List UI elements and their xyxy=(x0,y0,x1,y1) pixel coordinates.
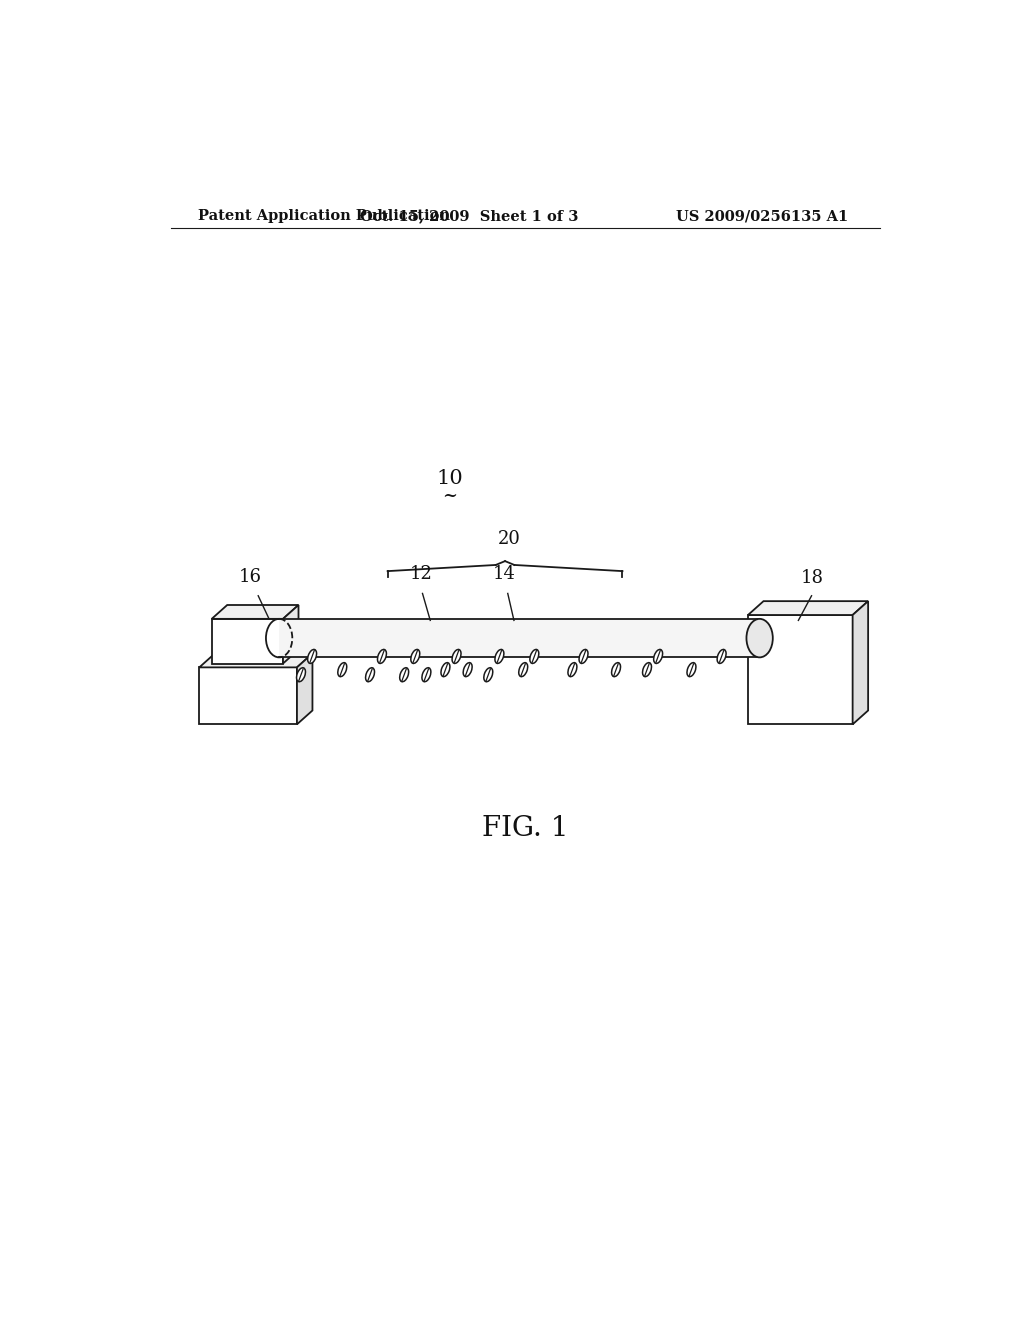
Text: ~: ~ xyxy=(442,487,457,506)
Polygon shape xyxy=(200,653,312,668)
Text: 14: 14 xyxy=(494,565,516,583)
Ellipse shape xyxy=(463,663,472,677)
Polygon shape xyxy=(280,619,760,657)
Ellipse shape xyxy=(519,663,527,677)
Ellipse shape xyxy=(399,668,409,681)
Polygon shape xyxy=(748,615,853,725)
Ellipse shape xyxy=(483,668,493,681)
Ellipse shape xyxy=(297,668,305,681)
Ellipse shape xyxy=(746,619,773,657)
Polygon shape xyxy=(297,653,312,725)
Ellipse shape xyxy=(717,649,726,664)
Ellipse shape xyxy=(579,649,588,664)
Text: 18: 18 xyxy=(801,569,824,586)
Ellipse shape xyxy=(529,649,539,664)
Ellipse shape xyxy=(452,649,461,664)
Text: Oct. 15, 2009  Sheet 1 of 3: Oct. 15, 2009 Sheet 1 of 3 xyxy=(359,209,579,223)
Text: Patent Application Publication: Patent Application Publication xyxy=(198,209,450,223)
Polygon shape xyxy=(748,601,868,615)
Ellipse shape xyxy=(366,668,375,681)
Text: 20: 20 xyxy=(498,531,520,548)
Polygon shape xyxy=(200,668,297,725)
Text: FIG. 1: FIG. 1 xyxy=(481,814,568,842)
Polygon shape xyxy=(853,601,868,725)
Ellipse shape xyxy=(411,649,420,664)
Ellipse shape xyxy=(378,649,386,664)
Ellipse shape xyxy=(441,663,450,677)
Text: 12: 12 xyxy=(410,565,432,583)
Ellipse shape xyxy=(495,649,504,664)
Ellipse shape xyxy=(611,663,621,677)
Polygon shape xyxy=(212,605,299,619)
Ellipse shape xyxy=(422,668,431,681)
Polygon shape xyxy=(212,619,283,664)
Ellipse shape xyxy=(687,663,696,677)
Ellipse shape xyxy=(653,649,663,664)
Ellipse shape xyxy=(568,663,577,677)
Polygon shape xyxy=(283,605,299,664)
Text: US 2009/0256135 A1: US 2009/0256135 A1 xyxy=(677,209,849,223)
Ellipse shape xyxy=(642,663,651,677)
Text: 16: 16 xyxy=(239,568,262,586)
Ellipse shape xyxy=(338,663,347,677)
Ellipse shape xyxy=(307,649,316,664)
Text: 10: 10 xyxy=(436,469,463,488)
